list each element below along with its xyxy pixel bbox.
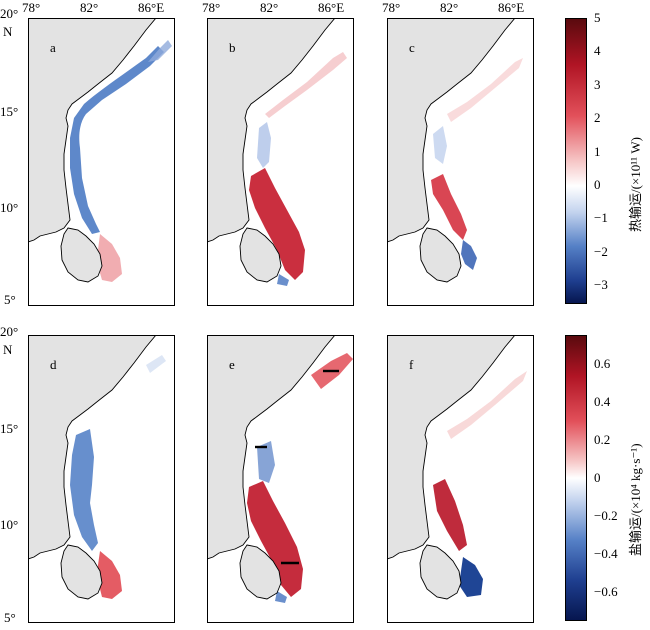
lat-tick-top-15: 15° — [0, 104, 19, 119]
transport-band-c-3 — [461, 240, 477, 270]
colorbar-salt-tick-0.2: 0.2 — [594, 432, 611, 447]
transport-band-f-0 — [447, 371, 527, 439]
sri-lanka-land-f — [419, 544, 462, 600]
transport-band-f-1 — [433, 479, 467, 551]
lon-tick-a-82: 82° — [80, 0, 99, 15]
lat-tick-bottom-15: 15° — [0, 421, 19, 436]
map-frame-d — [28, 335, 175, 623]
map-b-svg — [207, 18, 354, 306]
panel-label-a: a — [50, 40, 56, 55]
map-panel-f: f — [387, 335, 534, 623]
panel-label-c: c — [409, 40, 415, 55]
colorbar-heat-tick-3: 3 — [594, 77, 601, 92]
map-c-svg — [387, 18, 534, 306]
sri-lanka-land-a — [60, 227, 103, 283]
transport-band-b-2 — [249, 168, 305, 280]
lon-tick-b-86: 86°E — [318, 0, 345, 15]
sri-lanka-land-d — [60, 544, 103, 600]
india-land-b — [207, 18, 336, 243]
transport-band-c-0 — [447, 58, 523, 122]
panel-label-d: d — [50, 357, 57, 372]
colorbar-heat-tick-4: 4 — [594, 43, 601, 58]
lat-tick-bottom-10: 10° — [0, 517, 19, 532]
colorbar-salt-tick-m0.4: −0.4 — [594, 546, 618, 561]
panel-label-b: b — [229, 40, 236, 55]
panel-label-e: e — [229, 357, 235, 372]
map-panel-a: a — [28, 18, 175, 306]
map-a-svg — [28, 18, 175, 306]
transport-band-a-1 — [148, 40, 172, 62]
india-land-e — [207, 335, 336, 560]
transport-band-d-2 — [98, 551, 122, 599]
lat-tick-bottom-n: N — [3, 342, 13, 357]
transport-band-b-1 — [257, 122, 271, 168]
sri-lanka-land-b — [239, 227, 282, 283]
map-f-svg — [387, 335, 534, 623]
transport-band-c-1 — [433, 126, 447, 164]
transport-band-a-2 — [98, 234, 122, 282]
transport-band-e-1 — [257, 441, 275, 483]
colorbar-salt-tick-0.4: 0.4 — [594, 394, 611, 409]
india-land-a — [28, 18, 157, 243]
lon-tick-c-82: 82° — [440, 0, 459, 15]
map-frame-b — [207, 18, 354, 306]
lat-tick-top-n: N — [3, 24, 13, 39]
colorbar-heat-tick-m2: −2 — [594, 244, 608, 259]
map-panel-c: c — [387, 18, 534, 306]
lat-tick-top-20: 20° — [0, 6, 19, 21]
colorbar-salt-title: 盐输运/(×10⁴ kg·s⁻¹) — [628, 443, 643, 556]
map-d-svg — [28, 335, 175, 623]
lat-tick-top-5: 5° — [4, 292, 16, 307]
map-panel-b: b — [207, 18, 354, 306]
india-land-c — [387, 18, 516, 243]
transport-band-f-2 — [459, 557, 483, 597]
map-frame-c — [387, 18, 534, 306]
lon-tick-c-86: 86°E — [498, 0, 525, 15]
colorbar-heat-tick-2: 2 — [594, 110, 601, 125]
transport-band-b-0 — [265, 52, 347, 118]
india-land-d — [28, 335, 157, 560]
map-panel-d: d — [28, 335, 175, 623]
transport-band-e-2 — [247, 481, 303, 597]
map-panel-e: e — [207, 335, 354, 623]
colorbar-heat-tick-0: 0 — [594, 177, 601, 192]
colorbar-salt-tick-m0.6: −0.6 — [594, 584, 618, 599]
sri-lanka-land-c — [419, 227, 462, 283]
colorbar-salt-tick-m0.2: −0.2 — [594, 508, 618, 523]
transport-band-b-3 — [277, 274, 289, 286]
lat-tick-bottom-20: 20° — [0, 324, 19, 339]
map-e-svg — [207, 335, 354, 623]
colorbar-salt-tick-0.6: 0.6 — [594, 356, 611, 371]
map-frame-a — [28, 18, 175, 306]
india-land-f — [387, 335, 516, 560]
colorbar-heat — [565, 18, 587, 304]
colorbar-salt-tick-0: 0 — [594, 470, 601, 485]
lat-tick-top-10: 10° — [0, 200, 19, 215]
transport-band-d-1 — [70, 429, 98, 551]
lon-tick-c-78: 78° — [382, 0, 401, 15]
lon-tick-a-86: 86°E — [138, 0, 165, 15]
lon-tick-b-82: 82° — [260, 0, 279, 15]
sri-lanka-land-e — [239, 544, 282, 600]
lon-tick-b-78: 78° — [202, 0, 221, 15]
colorbar-heat-tick-m1: −1 — [594, 210, 608, 225]
lon-tick-a-78: 78° — [22, 0, 41, 15]
transport-band-e-3 — [275, 591, 287, 603]
transport-band-d-0 — [146, 355, 166, 373]
panel-label-f: f — [409, 357, 414, 372]
colorbar-heat-tick-1: 1 — [594, 144, 601, 159]
transport-band-a-0 — [70, 46, 164, 234]
map-frame-f — [387, 335, 534, 623]
colorbar-heat-tick-m3: −3 — [594, 277, 608, 292]
colorbar-heat-tick-5: 5 — [594, 10, 601, 25]
colorbar-salt — [565, 335, 587, 621]
colorbar-heat-title: 热输运/(×10¹¹ W) — [628, 137, 643, 232]
lat-tick-bottom-5: 5° — [4, 610, 16, 625]
map-frame-e — [207, 335, 354, 623]
transport-band-c-2 — [431, 174, 467, 240]
